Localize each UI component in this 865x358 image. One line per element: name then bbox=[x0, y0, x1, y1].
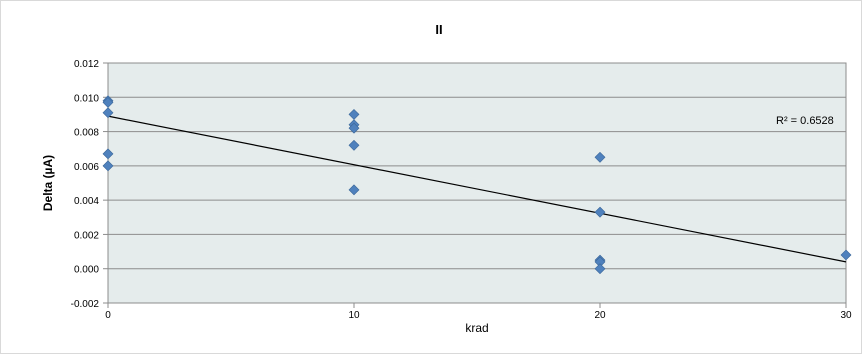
y-tick-label: -0.002 bbox=[71, 299, 100, 310]
x-tick-label: 30 bbox=[840, 310, 852, 321]
data-point bbox=[348, 184, 360, 196]
y-tick-label: 0.000 bbox=[74, 265, 99, 276]
data-point bbox=[102, 160, 114, 172]
data-point bbox=[348, 122, 360, 134]
data-point bbox=[594, 263, 606, 275]
x-axis-title: krad bbox=[465, 321, 488, 335]
data-point bbox=[594, 151, 606, 163]
data-points bbox=[102, 95, 852, 275]
y-tick-label: 0.012 bbox=[74, 59, 99, 70]
x-tick-label: 0 bbox=[105, 310, 111, 321]
y-tick-label: 0.006 bbox=[74, 162, 99, 173]
x-tick-label: 10 bbox=[348, 310, 360, 321]
chart-title: II bbox=[435, 22, 442, 37]
linear-trendline bbox=[107, 115, 847, 263]
data-point bbox=[102, 107, 114, 119]
x-tick-label: 20 bbox=[594, 310, 606, 321]
y-tick-label: 0.010 bbox=[74, 93, 99, 104]
r-squared-label: R² = 0.6528 bbox=[776, 115, 834, 127]
plot-area bbox=[107, 62, 847, 304]
y-tick-label: 0.004 bbox=[74, 196, 99, 207]
data-point bbox=[348, 139, 360, 151]
scatter-chart: II -0.002 0.000 0.002 0.004 0.006 0.008 0.010 0… bbox=[41, 22, 852, 335]
data-point bbox=[840, 249, 852, 261]
data-point bbox=[594, 206, 606, 218]
data-point bbox=[102, 148, 114, 160]
y-tick-label: 0.008 bbox=[74, 128, 99, 139]
y-tick-label: 0.002 bbox=[74, 230, 99, 241]
axes: -0.002 0.000 0.002 0.004 0.006 0.008 0.010 0.01… bbox=[71, 59, 852, 321]
gridlines bbox=[108, 62, 846, 304]
y-axis-title: Delta (µA) bbox=[41, 155, 55, 211]
